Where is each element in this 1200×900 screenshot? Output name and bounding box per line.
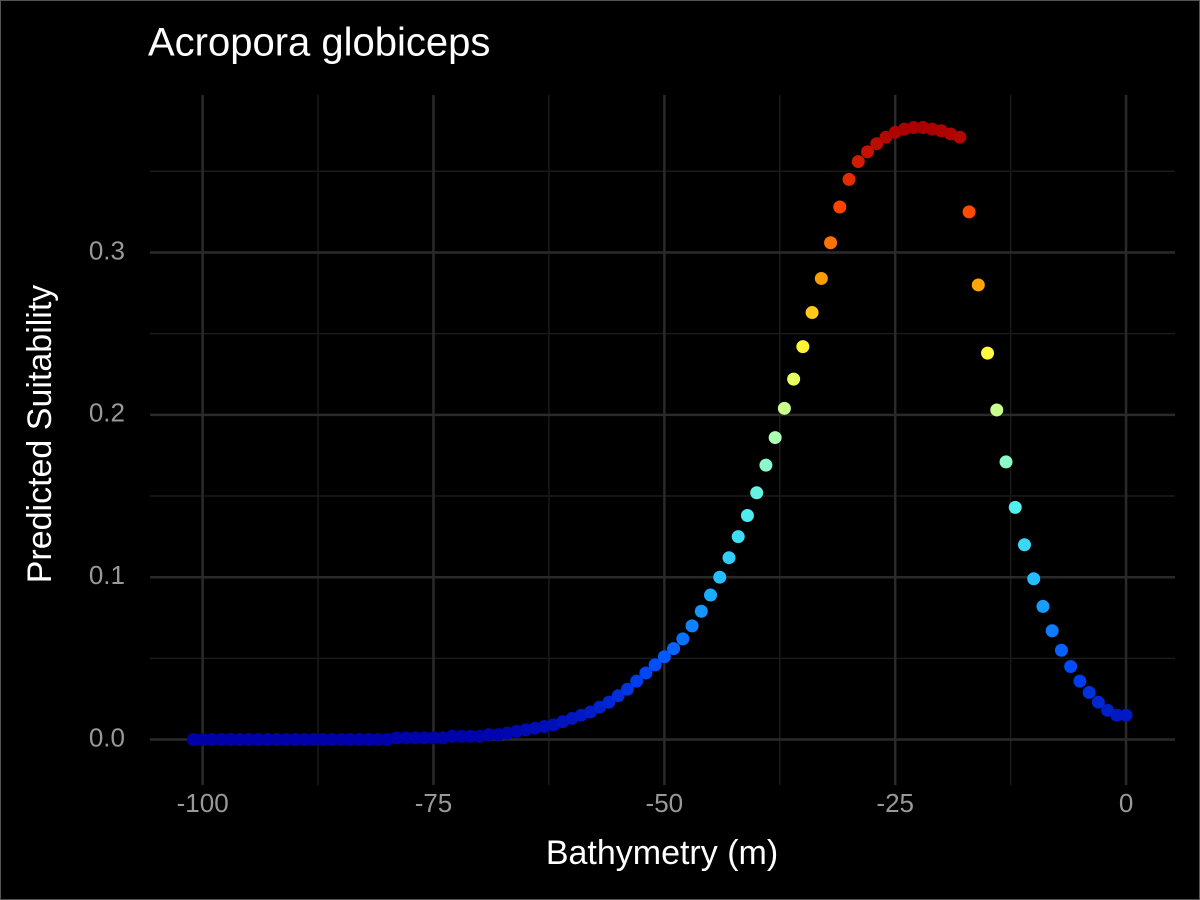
point [1064, 659, 1078, 673]
point [325, 733, 339, 747]
point [611, 689, 625, 703]
point [214, 733, 228, 747]
point [694, 604, 708, 618]
point [205, 733, 219, 747]
y-tick-label: 0.1 [89, 560, 125, 590]
x-axis-label: Bathymetry (m) [546, 834, 778, 872]
point [1008, 500, 1022, 514]
x-tick-label: -75 [415, 788, 453, 818]
point [1054, 643, 1068, 657]
point [1017, 538, 1031, 552]
point [731, 530, 745, 544]
y-tick-label: 0.3 [89, 235, 125, 265]
x-tick-label: -50 [646, 788, 684, 818]
point [1045, 624, 1059, 638]
point [777, 401, 791, 415]
point [870, 137, 884, 151]
point [907, 120, 921, 134]
y-tick-label: 0.0 [89, 722, 125, 752]
point [316, 733, 330, 747]
point [704, 588, 718, 602]
point [1091, 695, 1105, 709]
point [186, 733, 200, 747]
point [805, 306, 819, 320]
point [417, 731, 431, 745]
point [371, 733, 385, 747]
point [833, 200, 847, 214]
point [343, 733, 357, 747]
point [962, 205, 976, 219]
point [999, 455, 1013, 469]
point [602, 695, 616, 709]
point [242, 733, 256, 747]
point [657, 650, 671, 664]
point [1036, 599, 1050, 613]
point [722, 551, 736, 565]
point [1082, 685, 1096, 699]
point [842, 172, 856, 186]
point [408, 731, 422, 745]
point [279, 733, 293, 747]
point [685, 619, 699, 633]
chart-title: Acropora globiceps [148, 21, 490, 65]
point [759, 458, 773, 472]
point [426, 731, 440, 745]
point [306, 733, 320, 747]
point [981, 346, 995, 360]
point [353, 733, 367, 747]
x-tick-label: -25 [876, 788, 914, 818]
point [990, 403, 1004, 417]
point [620, 682, 634, 696]
point [445, 729, 459, 743]
point [362, 733, 376, 747]
y-axis-label: Predicted Suitability [21, 285, 59, 584]
point [787, 372, 801, 386]
point [667, 642, 681, 656]
point [861, 145, 874, 159]
point [1110, 708, 1124, 722]
point [971, 278, 985, 292]
point [1119, 708, 1133, 722]
x-tick-label: 0 [1119, 788, 1133, 818]
point [768, 431, 782, 445]
point [223, 733, 237, 747]
point [750, 486, 764, 500]
point [648, 658, 662, 672]
x-tick-label: -100 [177, 788, 229, 818]
point [260, 733, 274, 747]
point [454, 729, 468, 743]
point [676, 632, 690, 646]
point [334, 733, 348, 747]
point [233, 733, 247, 747]
point [390, 731, 404, 745]
point [288, 733, 302, 747]
point [1027, 572, 1041, 586]
point [297, 733, 311, 747]
point [796, 340, 810, 354]
point [824, 236, 838, 250]
point [270, 733, 284, 747]
point [740, 508, 754, 522]
point [463, 729, 477, 743]
point [814, 271, 828, 285]
point [1073, 674, 1087, 688]
point [713, 570, 727, 584]
point [630, 674, 644, 688]
point [399, 731, 413, 745]
point [639, 666, 653, 680]
y-tick-label: 0.2 [89, 398, 125, 428]
point [851, 155, 865, 169]
point [953, 130, 967, 144]
point [196, 733, 210, 747]
point [251, 733, 265, 747]
point [482, 728, 496, 742]
